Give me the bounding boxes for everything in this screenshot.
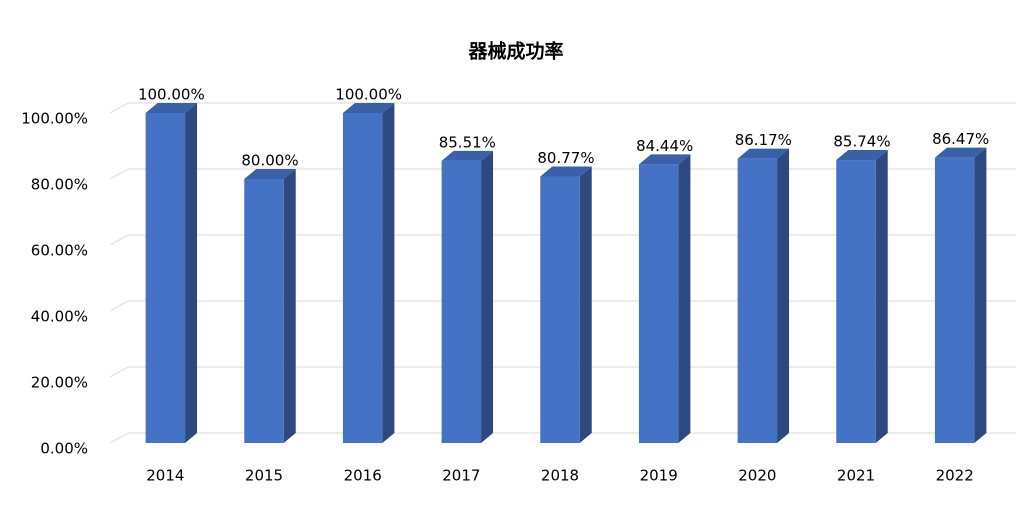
bar-top (934, 147, 987, 158)
value-label: 100.00% (335, 86, 402, 104)
y-tick-label: 100.00% (21, 110, 88, 128)
bar-side (185, 103, 198, 443)
bar-side (579, 166, 592, 444)
bar-top (342, 103, 395, 113)
bar-side (777, 148, 790, 443)
x-tick-label: 2017 (442, 467, 480, 485)
x-tick-label: 2014 (146, 467, 184, 485)
y-tick-label: 60.00% (31, 242, 88, 260)
bar-side (382, 103, 395, 443)
y-tick-label: 20.00% (31, 374, 88, 392)
bar-side (481, 150, 494, 443)
y-tick-label: 40.00% (31, 308, 88, 326)
value-label: 80.00% (241, 152, 298, 170)
bar-top (737, 148, 790, 159)
grid-line-depth (109, 432, 129, 444)
bar-top (145, 103, 198, 113)
bar (638, 164, 679, 443)
bar-top (540, 166, 592, 177)
bar (342, 113, 383, 443)
grid-line-depth (109, 366, 129, 378)
y-tick-label: 0.00% (40, 440, 88, 458)
value-label: 86.17% (735, 131, 792, 149)
x-tick-label: 2019 (640, 467, 678, 485)
bar-side (678, 154, 691, 443)
value-label: 80.77% (537, 149, 594, 167)
bar (737, 158, 778, 443)
bar (540, 176, 580, 444)
value-label: 85.74% (833, 133, 890, 151)
x-tick-label: 2022 (936, 467, 974, 485)
bar (934, 157, 975, 444)
value-label: 100.00% (138, 86, 205, 104)
bar-top (244, 169, 296, 179)
chart-title: 器械成功率 (467, 40, 563, 63)
value-label: 85.51% (439, 133, 496, 151)
bar-top (441, 150, 494, 161)
bar (836, 160, 876, 444)
grid-line-depth (109, 168, 129, 180)
x-tick-label: 2018 (541, 467, 579, 485)
value-label: 84.44% (636, 137, 693, 155)
grid-line-depth (109, 234, 129, 246)
x-tick-label: 2016 (344, 467, 382, 485)
bar-top (638, 154, 691, 165)
grid-line-depth (109, 102, 129, 114)
bar-side (974, 147, 987, 444)
x-tick-label: 2021 (837, 467, 875, 485)
bar (145, 113, 186, 443)
bar-side (875, 150, 888, 444)
x-tick-label: 2015 (245, 467, 283, 485)
bar-side (283, 169, 296, 443)
y-tick-label: 80.00% (31, 176, 88, 194)
bar (244, 179, 284, 443)
x-tick-label: 2020 (738, 467, 776, 485)
bar-top (836, 150, 888, 161)
bar (441, 160, 482, 443)
value-label: 86.47% (932, 130, 989, 148)
grid-line-depth (109, 300, 129, 312)
